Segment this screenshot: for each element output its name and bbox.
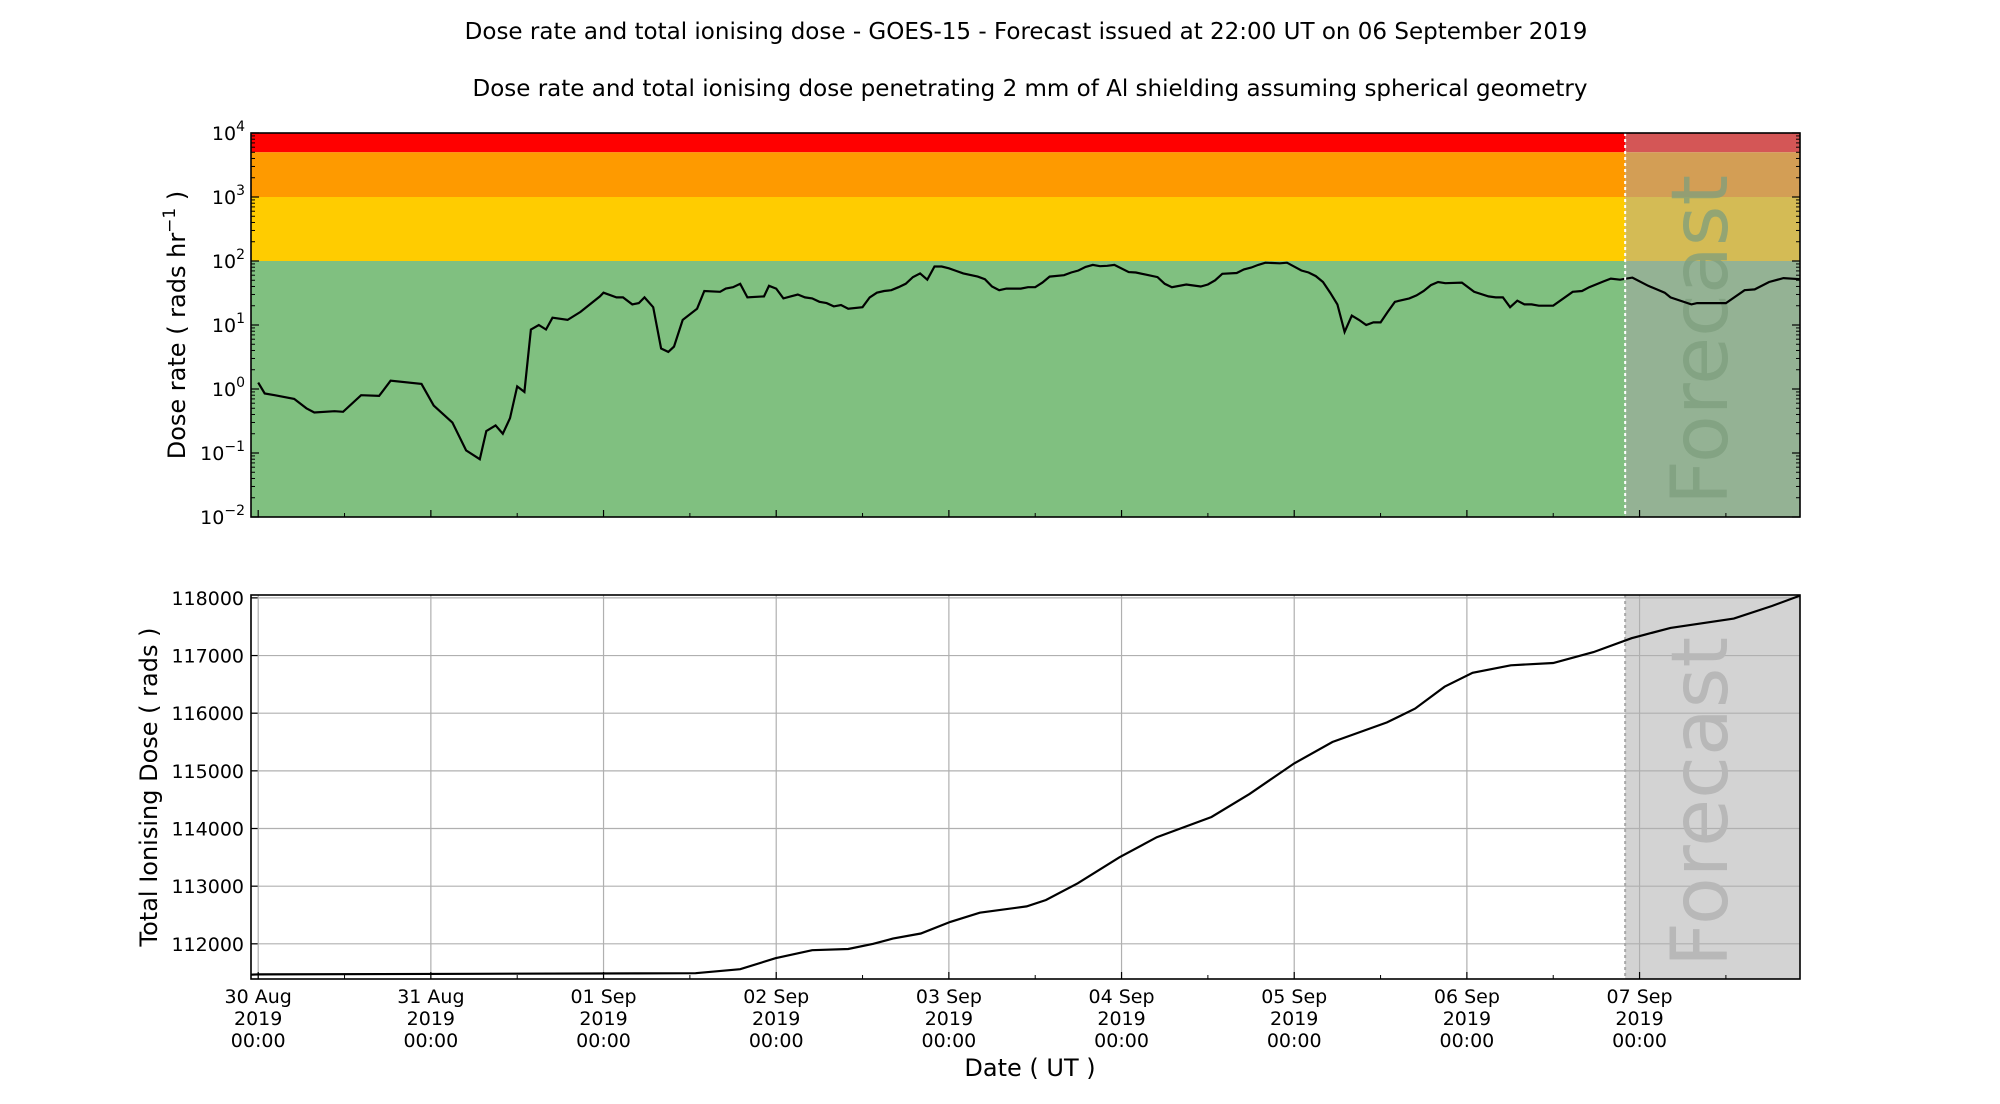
x-tick-label-year: 2019 bbox=[1615, 1008, 1663, 1030]
y-tick-label: 101 bbox=[212, 311, 245, 337]
x-tick-label-year: 2019 bbox=[579, 1008, 627, 1030]
dose-rate-y-label: Dose rate ( rads hr−1 ) bbox=[160, 191, 191, 460]
x-tick-label-date: 01 Sep bbox=[571, 986, 637, 1008]
x-tick-label-time: 00:00 bbox=[576, 1030, 631, 1052]
x-tick-label-time: 00:00 bbox=[1094, 1030, 1149, 1052]
dose-rate-axes-frame bbox=[250, 132, 1801, 518]
y-tick-label: 114000 bbox=[171, 819, 244, 841]
x-tick-label-date: 05 Sep bbox=[1261, 986, 1327, 1008]
x-tick-label-time: 00:00 bbox=[1440, 1030, 1495, 1052]
x-tick-label-year: 2019 bbox=[925, 1008, 973, 1030]
dose-rate-y-label-end: ) bbox=[163, 191, 191, 208]
x-tick-label-time: 00:00 bbox=[1267, 1030, 1322, 1052]
y-tick-label: 118000 bbox=[171, 588, 244, 610]
x-tick-label-year: 2019 bbox=[752, 1008, 800, 1030]
x-tick-label-time: 00:00 bbox=[231, 1030, 286, 1052]
y-tick-label: 115000 bbox=[171, 761, 244, 783]
dose-rate-line bbox=[257, 261, 1801, 461]
band-forecast-yellow bbox=[1625, 197, 1800, 261]
band-green bbox=[251, 261, 1626, 517]
total-dose-axes-frame bbox=[250, 594, 1801, 980]
y-tick-label: 116000 bbox=[171, 703, 244, 725]
x-tick-label-date: 30 Aug bbox=[225, 986, 292, 1008]
x-tick-label-year: 2019 bbox=[234, 1008, 282, 1030]
chart-title: Dose rate and total ionising dose - GOES… bbox=[465, 19, 1588, 45]
y-tick-label: 100 bbox=[212, 375, 245, 401]
y-tick-label: 10−2 bbox=[200, 503, 245, 529]
total-dose-panel: 118000 117000 116000 115000 114000 113000 1120… bbox=[171, 588, 1801, 1052]
x-axis-label: Date ( UT ) bbox=[964, 1054, 1095, 1082]
x-tick-label-date: 07 Sep bbox=[1607, 986, 1673, 1008]
band-forecast-orange bbox=[1625, 152, 1800, 197]
band-red bbox=[251, 133, 1626, 153]
x-tick-label-time: 00:00 bbox=[749, 1030, 804, 1052]
forecast-shaded-region bbox=[1625, 595, 1800, 979]
y-tick-label: 10−1 bbox=[200, 439, 245, 465]
x-tick-label-time: 00:00 bbox=[921, 1030, 976, 1052]
x-tick-label-year: 2019 bbox=[1097, 1008, 1145, 1030]
dose-rate-panel: Forecast 104 103 102 101 100 10−1 10−2 bbox=[200, 119, 1801, 529]
x-tick-label-date: 06 Sep bbox=[1434, 986, 1500, 1008]
band-forecast-red bbox=[1625, 133, 1800, 153]
chart-subtitle: Dose rate and total ionising dose penetr… bbox=[472, 76, 1587, 102]
dose-rate-y-label-text: Dose rate ( rads hr bbox=[163, 233, 191, 460]
total-dose-line bbox=[250, 594, 1801, 976]
x-tick-label-date: 03 Sep bbox=[916, 986, 982, 1008]
forecast-watermark: Forecast bbox=[1656, 637, 1746, 967]
x-tick-label-year: 2019 bbox=[1270, 1008, 1318, 1030]
x-tick-label-date: 02 Sep bbox=[743, 986, 809, 1008]
x-tick-label-year: 2019 bbox=[407, 1008, 455, 1030]
x-tick-label-time: 00:00 bbox=[403, 1030, 458, 1052]
y-tick-label: 113000 bbox=[171, 876, 244, 898]
y-tick-label: 103 bbox=[212, 183, 245, 209]
x-tick-label-date: 31 Aug bbox=[397, 986, 464, 1008]
band-orange bbox=[251, 152, 1626, 197]
y-tick-label: 102 bbox=[212, 247, 245, 273]
dose-rate-y-label-exponent: −1 bbox=[160, 208, 180, 233]
y-tick-label: 117000 bbox=[171, 646, 244, 668]
band-yellow bbox=[251, 197, 1626, 261]
x-tick-label-date: 04 Sep bbox=[1089, 986, 1155, 1008]
x-tick-label-year: 2019 bbox=[1443, 1008, 1491, 1030]
y-tick-label: 112000 bbox=[171, 934, 244, 956]
total-dose-y-label: Total Ionising Dose ( rads ) bbox=[135, 628, 163, 948]
x-tick-label-time: 00:00 bbox=[1612, 1030, 1667, 1052]
y-tick-label: 104 bbox=[212, 119, 245, 145]
forecast-watermark: Forecast bbox=[1656, 175, 1746, 505]
